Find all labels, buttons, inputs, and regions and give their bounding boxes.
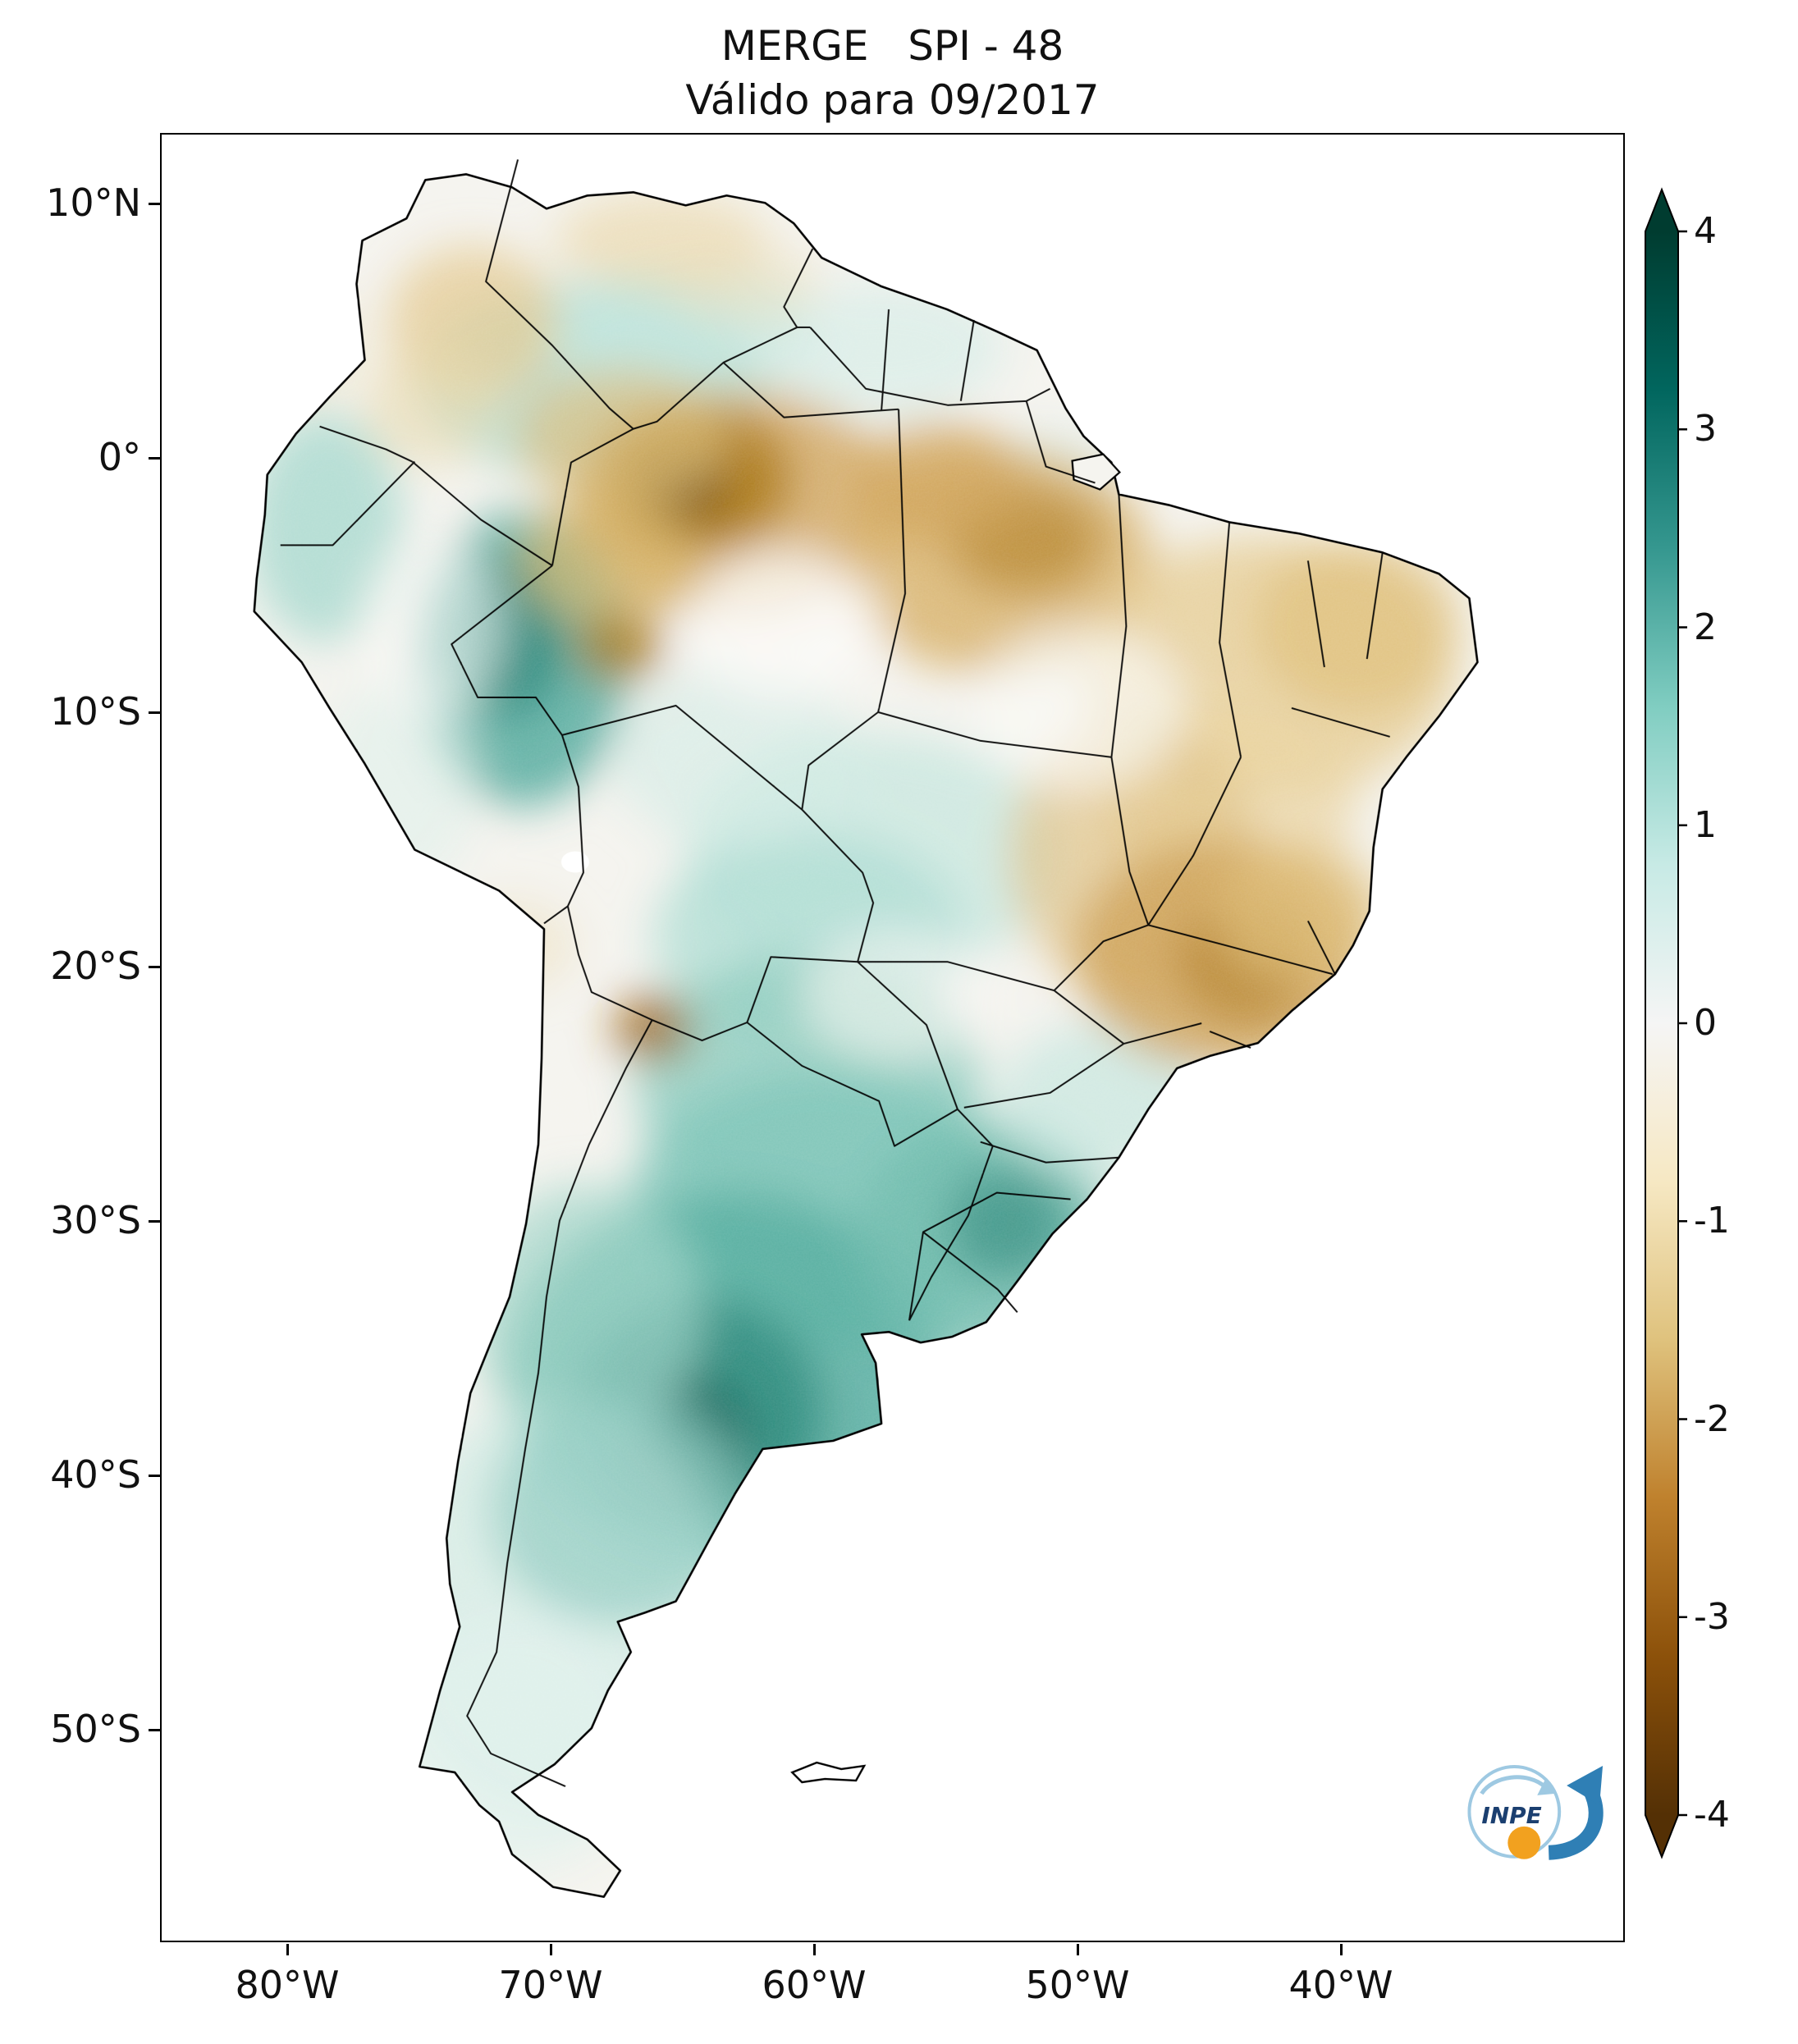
inpe-logo-swirl-circle	[1467, 1765, 1562, 1859]
axis-tick	[286, 1944, 289, 1955]
colorbar-tick-label: 0	[1694, 1002, 1717, 1044]
y-tick-label: 10°S	[50, 689, 141, 734]
axis-tick	[149, 711, 160, 714]
x-tick-label: 50°W	[1025, 1963, 1130, 2007]
colorbar	[1645, 187, 1687, 1859]
lake-titicaca	[560, 851, 589, 873]
y-tick-label: 40°S	[50, 1452, 141, 1497]
x-tick-label: 40°W	[1288, 1963, 1393, 2007]
colorbar-tick-label: -1	[1694, 1200, 1730, 1241]
coastline-outline	[253, 173, 1479, 1898]
colorbar-tick-label: -3	[1694, 1596, 1730, 1638]
axis-tick	[1077, 1944, 1079, 1955]
spi-raster-field	[254, 174, 1478, 1897]
x-tick-label: 60°W	[762, 1963, 867, 2007]
colorbar-tick-label: 4	[1694, 210, 1717, 252]
axis-tick	[550, 1944, 552, 1955]
colorbar-tick-marks	[1678, 230, 1687, 1817]
axis-tick	[149, 1475, 160, 1477]
falkland-islands-outline	[790, 1761, 867, 1784]
colorbar-tick-label: 2	[1694, 606, 1717, 648]
figure-subtitle: Válido para 09/2017	[685, 76, 1100, 124]
inpe-logo-swirl-arrowhead	[1537, 1778, 1556, 1795]
y-tick-label: 10°N	[46, 181, 141, 225]
inpe-logo-blue-arrowhead	[1567, 1766, 1604, 1805]
y-tick-label: 30°S	[50, 1198, 141, 1242]
axis-tick	[149, 1220, 160, 1223]
axis-tick	[149, 203, 160, 205]
colorbar-tick-label: 3	[1694, 408, 1717, 450]
inpe-logo-text: INPE	[1481, 1802, 1541, 1829]
south-america-map: INPE	[253, 159, 1604, 1898]
x-tick-label: 70°W	[498, 1963, 603, 2007]
y-tick-label: 0°	[98, 435, 141, 479]
inpe-logo: INPE	[1467, 1765, 1604, 1860]
axis-tick	[149, 1729, 160, 1731]
inpe-logo-swirl-arc	[1480, 1775, 1547, 1795]
x-tick-label: 80°W	[235, 1963, 340, 2007]
colorbar-tick-label: -4	[1694, 1794, 1730, 1836]
map-plot-area: INPE	[160, 133, 1625, 1942]
political-boundaries	[280, 159, 1390, 1787]
colorbar-tick-label: -2	[1694, 1398, 1730, 1440]
y-tick-label: 50°S	[50, 1707, 141, 1751]
axis-tick	[813, 1944, 816, 1955]
axis-tick	[149, 966, 160, 968]
colorbar-gradient-bar	[1645, 187, 1679, 1859]
figure-title: MERGE SPI - 48	[721, 22, 1064, 70]
axis-tick	[1340, 1944, 1343, 1955]
inpe-logo-orange-ball	[1507, 1826, 1541, 1859]
axis-tick	[149, 457, 160, 460]
y-tick-label: 20°S	[50, 944, 141, 988]
colorbar-tick-label: 1	[1694, 804, 1717, 846]
